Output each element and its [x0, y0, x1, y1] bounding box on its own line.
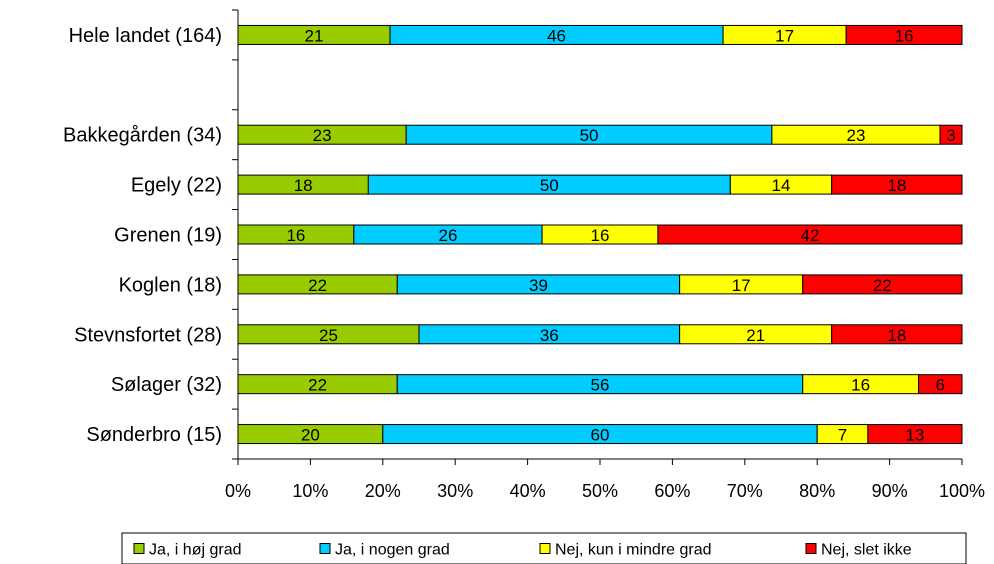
bar-segment: [802, 274, 963, 295]
legend-label: Nej, kun i mindre grad: [555, 542, 712, 559]
data-label: 60: [591, 426, 610, 445]
legend-swatch: [319, 543, 331, 554]
x-tick-label: 20%: [365, 481, 401, 501]
category-label: Stevnsfortet (28): [74, 324, 222, 346]
legend-label: Ja, i høj grad: [149, 542, 241, 559]
category-label: Grenen (19): [114, 225, 222, 247]
data-label: 26: [438, 226, 457, 245]
data-label: 16: [591, 226, 610, 245]
x-tick-label: 0%: [225, 481, 251, 501]
data-label: 21: [305, 26, 324, 45]
data-label: 20: [301, 426, 320, 445]
category-label: Bakkegården (34): [63, 125, 222, 147]
data-label: 14: [772, 176, 791, 195]
bar-segment: [939, 124, 963, 145]
data-label: 50: [540, 176, 559, 195]
data-label: 3: [946, 126, 955, 145]
data-label: 21: [746, 326, 765, 345]
x-tick-label: 100%: [939, 481, 985, 501]
bar-segment: [831, 174, 963, 195]
category-label: Koglen (18): [119, 274, 222, 296]
x-tick-label: 60%: [654, 481, 690, 501]
data-label: 17: [775, 26, 794, 45]
x-tick-label: 70%: [727, 481, 763, 501]
x-tick-label: 40%: [510, 481, 546, 501]
data-label: 23: [313, 126, 332, 145]
data-label: 16: [286, 226, 305, 245]
data-label: 22: [308, 276, 327, 295]
data-label: 18: [887, 326, 906, 345]
bar-segment: [831, 324, 963, 345]
x-tick-label: 50%: [582, 481, 618, 501]
data-label: 18: [887, 176, 906, 195]
data-label: 39: [529, 276, 548, 295]
legend: Ja, i høj grad Ja, i nogen grad Nej, kun i…: [121, 532, 967, 564]
x-tick-label: 90%: [872, 481, 908, 501]
x-tick-label: 80%: [799, 481, 835, 501]
bar-segment: [867, 424, 963, 445]
category-label: Hele landet (164): [69, 25, 222, 47]
data-label: 17: [732, 276, 751, 295]
data-label: 16: [895, 26, 914, 45]
legend-label: Ja, i nogen grad: [335, 542, 450, 559]
bar-segment: [918, 374, 963, 395]
data-label: 23: [846, 126, 865, 145]
data-label: 22: [308, 376, 327, 395]
data-label: 6: [936, 376, 945, 395]
data-label: 42: [800, 226, 819, 245]
category-label: Sønderbro (15): [86, 424, 222, 446]
bar-segment: [657, 224, 963, 245]
x-tick-label: 10%: [292, 481, 328, 501]
data-label: 7: [838, 426, 847, 445]
axes-layer: Hele landet (164) Bakkegården (34) Egely (…: [63, 9, 985, 501]
bar-segment: [845, 24, 963, 45]
data-label: 16: [851, 376, 870, 395]
data-label: 36: [540, 326, 559, 345]
data-label: 50: [580, 126, 599, 145]
data-label: 56: [591, 376, 610, 395]
legend-swatch: [805, 543, 817, 554]
category-label: Egely (22): [131, 175, 222, 197]
bars-layer: 21 46 17 16 23 50 23 3 18 50 14 18 16 26 16 42 22 39 17 22 2…: [237, 24, 963, 445]
data-label: 25: [319, 326, 338, 345]
data-label: 18: [294, 176, 313, 195]
data-label: 46: [547, 26, 566, 45]
x-tick-label: 30%: [437, 481, 473, 501]
legend-swatch: [133, 543, 145, 554]
data-label: 22: [873, 276, 892, 295]
legend-label: Nej, slet ikke: [821, 542, 912, 559]
data-label: 13: [905, 426, 924, 445]
legend-swatch: [539, 543, 551, 554]
category-label: Sølager (32): [111, 374, 222, 396]
